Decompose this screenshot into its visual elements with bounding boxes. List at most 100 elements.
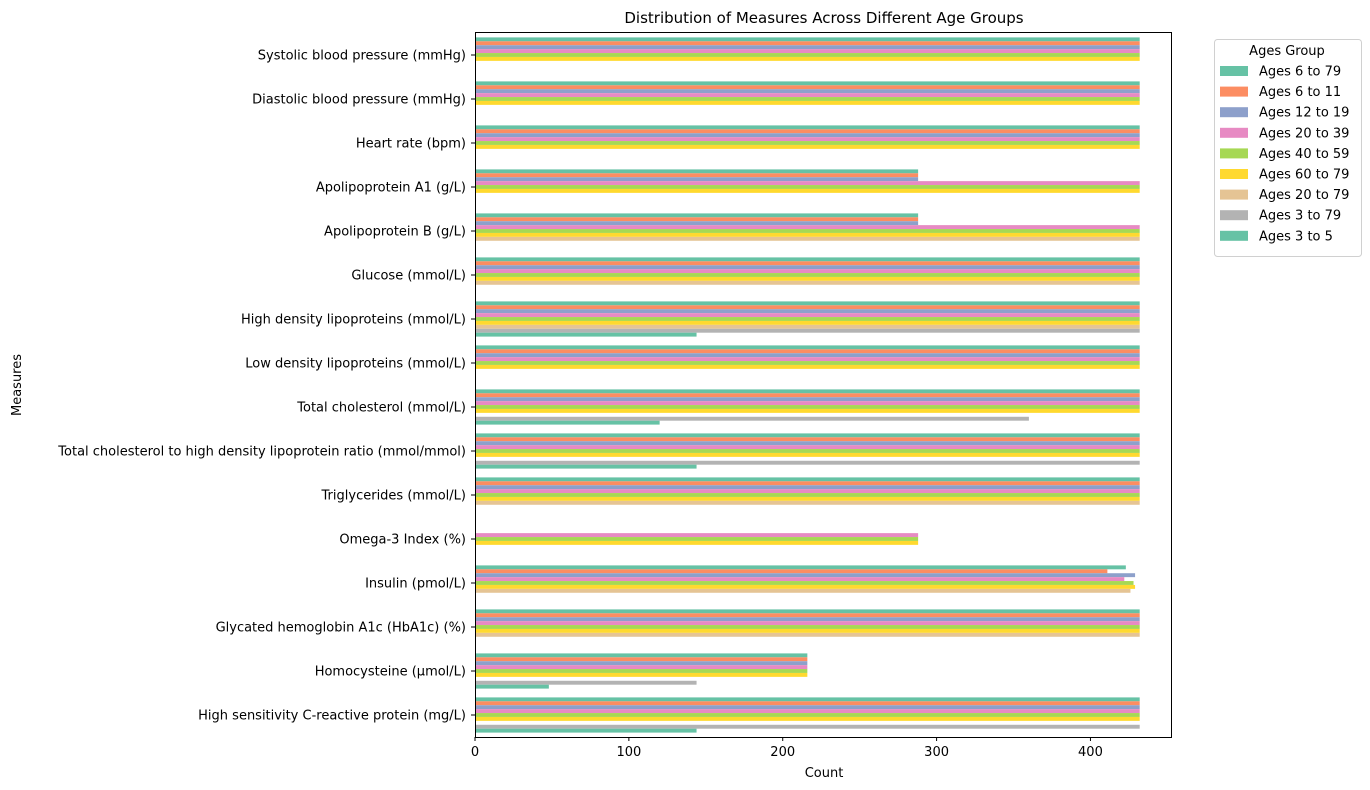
bar [475, 173, 919, 178]
bar [475, 565, 1126, 570]
bar [475, 628, 1140, 633]
legend-swatch [1220, 127, 1248, 138]
bar [475, 705, 1140, 710]
x-axis-ticks: 0 100 200 300 400 [471, 737, 1103, 760]
bar [475, 477, 1140, 482]
y-tick-label: Low density lipoproteins (mmol/L) [245, 357, 466, 372]
y-tick-labels: Systolic blood pressure (mmHg) Diastolic … [57, 49, 475, 724]
bar [475, 460, 1140, 465]
bar [475, 569, 1108, 574]
bar [475, 349, 1140, 354]
bar [475, 89, 1140, 94]
bar [475, 613, 1140, 618]
chart-title: Distribution of Measures Across Differen… [624, 9, 1023, 27]
bar [475, 716, 1140, 721]
y-tick-label: Insulin (pmol/L) [365, 577, 466, 592]
bar [475, 100, 1140, 105]
legend-swatch [1220, 107, 1248, 118]
bar [475, 93, 1140, 98]
legend-label: Ages 40 to 59 [1259, 147, 1349, 162]
bar [475, 584, 1136, 589]
bar [475, 301, 1140, 306]
bar [475, 273, 1140, 277]
bar [475, 261, 1140, 266]
legend-swatch [1220, 210, 1248, 221]
bar [475, 324, 1140, 329]
x-tick-label: 100 [616, 745, 641, 760]
bar [475, 401, 1140, 406]
bar [475, 85, 1140, 90]
bars-layer [475, 37, 1140, 733]
bar [475, 269, 1140, 274]
bar [475, 540, 919, 545]
legend-swatch [1220, 148, 1248, 159]
bar [475, 408, 1140, 413]
bar [475, 621, 1140, 626]
bar [475, 81, 1140, 86]
bar [475, 181, 1140, 186]
legend-label: Ages 6 to 79 [1259, 65, 1341, 80]
bar [475, 577, 1125, 582]
bar [475, 49, 1140, 54]
y-tick-label: Heart rate (bpm) [356, 137, 466, 152]
y-tick-label: Systolic blood pressure (mmHg) [258, 49, 466, 64]
bar [475, 236, 1140, 241]
bar [475, 500, 1140, 505]
bar [475, 405, 1140, 409]
bar [475, 137, 1140, 142]
legend-swatch [1220, 230, 1248, 241]
bar [475, 177, 919, 182]
bar [475, 97, 1140, 101]
legend-swatch [1220, 86, 1248, 97]
legend-label: Ages 12 to 19 [1259, 106, 1349, 121]
bar [475, 669, 808, 673]
y-tick-label: Apolipoprotein A1 (g/L) [316, 181, 466, 196]
bar [475, 389, 1140, 394]
legend-label: Ages 3 to 79 [1259, 209, 1341, 224]
bar [475, 420, 660, 425]
bar [475, 697, 1140, 702]
bar [475, 257, 1140, 262]
legend-label: Ages 20 to 39 [1259, 126, 1349, 141]
bar [475, 364, 1140, 369]
bar [475, 221, 919, 226]
bar [475, 361, 1140, 365]
bar [475, 672, 808, 677]
bar [475, 481, 1140, 486]
bar [475, 229, 1140, 233]
bar [475, 625, 1140, 629]
bar [475, 533, 919, 538]
bar [475, 657, 808, 662]
bar [475, 485, 1140, 490]
y-tick-label: Diastolic blood pressure (mmHg) [252, 93, 466, 108]
bar [475, 213, 919, 218]
bar [475, 328, 1140, 333]
bar [475, 665, 808, 670]
bar [475, 573, 1136, 578]
bar [475, 265, 1140, 270]
bar [475, 653, 808, 658]
bar [475, 185, 1140, 189]
bar [475, 632, 1140, 637]
y-tick-label: High density lipoproteins (mmol/L) [241, 313, 466, 328]
bar [475, 320, 1140, 325]
y-tick-label: Glycated hemoglobin A1c (HbA1c) (%) [216, 621, 466, 636]
bar [475, 701, 1140, 706]
bar [475, 53, 1140, 57]
y-tick-label: High sensitivity C-reactive protein (mg/… [198, 709, 466, 724]
bar [475, 680, 697, 685]
bar [475, 144, 1140, 149]
bar [475, 276, 1140, 281]
bar [475, 493, 1140, 497]
bar [475, 709, 1140, 714]
bar [475, 452, 1140, 457]
legend-swatch [1220, 66, 1248, 76]
bar [475, 496, 1140, 501]
y-tick-label: Total cholesterol to high density lipopr… [57, 445, 466, 460]
bar [475, 125, 1140, 130]
bar [475, 133, 1140, 138]
bar [475, 397, 1140, 402]
bar [475, 317, 1140, 321]
